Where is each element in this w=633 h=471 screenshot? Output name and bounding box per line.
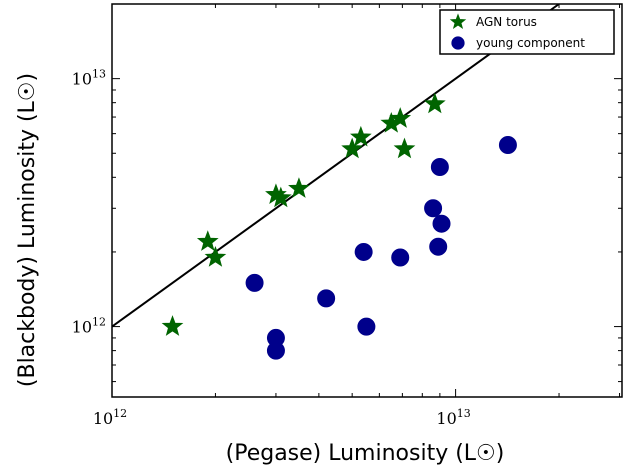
young-component-point [245, 273, 264, 292]
agn-torus-point [204, 246, 227, 267]
agn-torus-point [349, 125, 372, 147]
x-tick-label-exponent: 13 [457, 407, 471, 420]
legend-label: AGN torus [476, 15, 537, 29]
young-component-point [354, 242, 373, 261]
agn-torus-point [196, 230, 219, 251]
young-component-point [498, 135, 517, 154]
agn-torus-point [341, 137, 364, 159]
young-component-point [430, 158, 449, 177]
x-tick-label-base: 10 [93, 409, 113, 428]
young-component-point [432, 214, 451, 233]
y-tick-label: 1013 [72, 68, 106, 89]
x-axis-label: (Pegase) Luminosity (L☉) [226, 441, 505, 466]
y-axis-label: (Blackbody) Luminosity (L☉) [15, 73, 40, 387]
young-component-point [391, 248, 410, 267]
young-component-point [317, 289, 336, 308]
y-tick-label-exponent: 12 [92, 316, 106, 329]
agn-torus-point [269, 186, 292, 208]
x-tick-label-exponent: 12 [113, 407, 127, 420]
agn-torus-point [288, 177, 310, 198]
x-tick-label-base: 10 [436, 409, 456, 428]
plot-frame [111, 3, 623, 398]
agn-torus-point [423, 92, 446, 114]
young-component-point [424, 199, 443, 218]
y-tick-label-exponent: 13 [92, 68, 106, 81]
agn-torus-point [161, 315, 184, 336]
legend-circle-marker [451, 36, 465, 50]
legend-box [439, 9, 615, 55]
y-tick-label-base: 10 [72, 70, 92, 89]
x-tick-label: 1012 [93, 407, 127, 428]
young-component-point [266, 341, 285, 360]
agn-torus-point [393, 137, 416, 159]
one-to-one-line [112, 4, 560, 328]
y-tick-label: 1012 [72, 316, 106, 337]
agn-torus-point [389, 107, 412, 128]
x-tick-label: 1013 [436, 407, 470, 428]
y-tick-label-base: 10 [72, 318, 92, 337]
legend-label: young component [476, 36, 585, 50]
young-component-point [429, 237, 448, 256]
legend-star-marker [449, 13, 467, 29]
legend: AGN torus young component [439, 9, 615, 55]
young-component-point [357, 317, 376, 336]
